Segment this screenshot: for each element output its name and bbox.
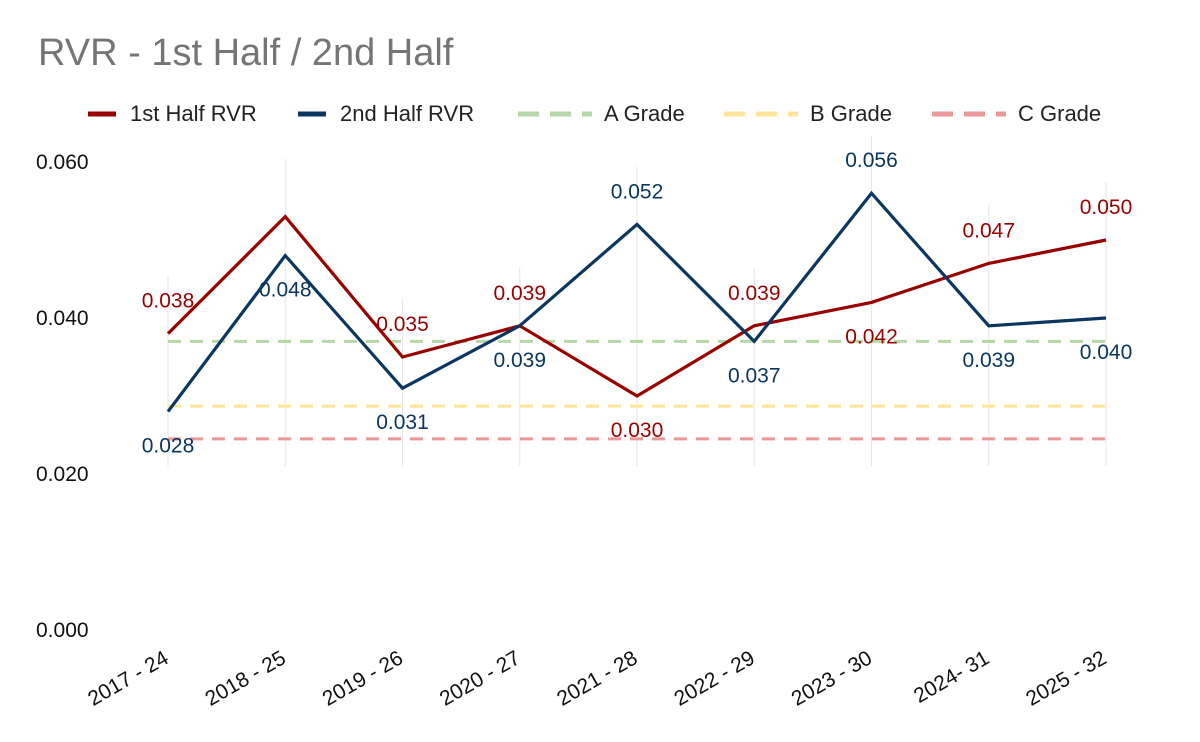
data-label: 0.038 (142, 290, 195, 313)
legend-item: C Grade (932, 101, 1101, 126)
chart-title: RVR - 1st Half / 2nd Half (38, 32, 454, 74)
y-tick-label: 0.060 (36, 151, 89, 174)
data-label: 0.052 (611, 180, 664, 203)
data-label: 0.048 (259, 279, 312, 302)
data-label: 0.040 (1080, 341, 1133, 364)
series-line (166, 214, 1107, 398)
legend-label: 1st Half RVR (130, 101, 257, 126)
data-label: 0.030 (611, 419, 664, 442)
legend-item: 2nd Half RVR (298, 101, 474, 126)
x-tick-label: 2021 - 28 (553, 646, 641, 710)
legend-item: A Grade (518, 101, 685, 126)
y-tick-label: 0.040 (36, 307, 89, 330)
data-label: 0.039 (493, 349, 546, 372)
data-label: 0.039 (962, 349, 1015, 372)
legend-label: 2nd Half RVR (340, 101, 474, 126)
x-tick-label: 2024- 31 (910, 646, 993, 707)
x-tick-label: 2020 - 27 (436, 646, 524, 710)
x-tick-label: 2025 - 32 (1022, 646, 1110, 710)
x-tick-label: 2022 - 29 (670, 646, 758, 710)
data-label: 0.031 (376, 411, 429, 434)
y-tick-label: 0.000 (36, 619, 89, 642)
y-tick-label: 0.020 (36, 463, 89, 486)
legend-item: B Grade (724, 101, 892, 126)
x-tick-label: 2023 - 30 (788, 646, 876, 710)
data-label: 0.056 (845, 149, 898, 172)
data-label: 0.039 (493, 282, 546, 305)
data-label: 0.039 (728, 282, 781, 305)
x-tick-label: 2019 - 26 (319, 646, 407, 710)
x-axis: 2017 - 24 2018 - 25 2019 - 26 2020 - 27 2021… (84, 646, 1110, 710)
data-labels: 0.038 0.028 0.048 0.035 0.031 0.039 0.039 0.030… (142, 149, 1133, 457)
data-label: 0.050 (1080, 196, 1133, 219)
series-lines (166, 190, 1107, 413)
x-tick-lines (167, 135, 1107, 466)
data-label: 0.035 (376, 313, 429, 336)
legend-label: C Grade (1018, 101, 1101, 126)
reference-lines (168, 339, 1106, 441)
legend-label: A Grade (604, 101, 685, 126)
series-line (166, 190, 1107, 413)
legend: 1st Half RVR 2nd Half RVR A Grade B Grade C … (88, 101, 1101, 126)
data-label: 0.037 (728, 364, 781, 387)
legend-label: B Grade (810, 101, 892, 126)
data-label: 0.042 (845, 325, 898, 348)
legend-item: 1st Half RVR (88, 101, 257, 126)
y-axis: 0.000 0.020 0.040 0.060 (36, 151, 89, 642)
data-label: 0.047 (962, 219, 1015, 242)
data-label: 0.028 (142, 435, 195, 458)
x-tick-label: 2017 - 24 (84, 646, 173, 710)
x-tick-label: 2018 - 25 (201, 646, 289, 710)
